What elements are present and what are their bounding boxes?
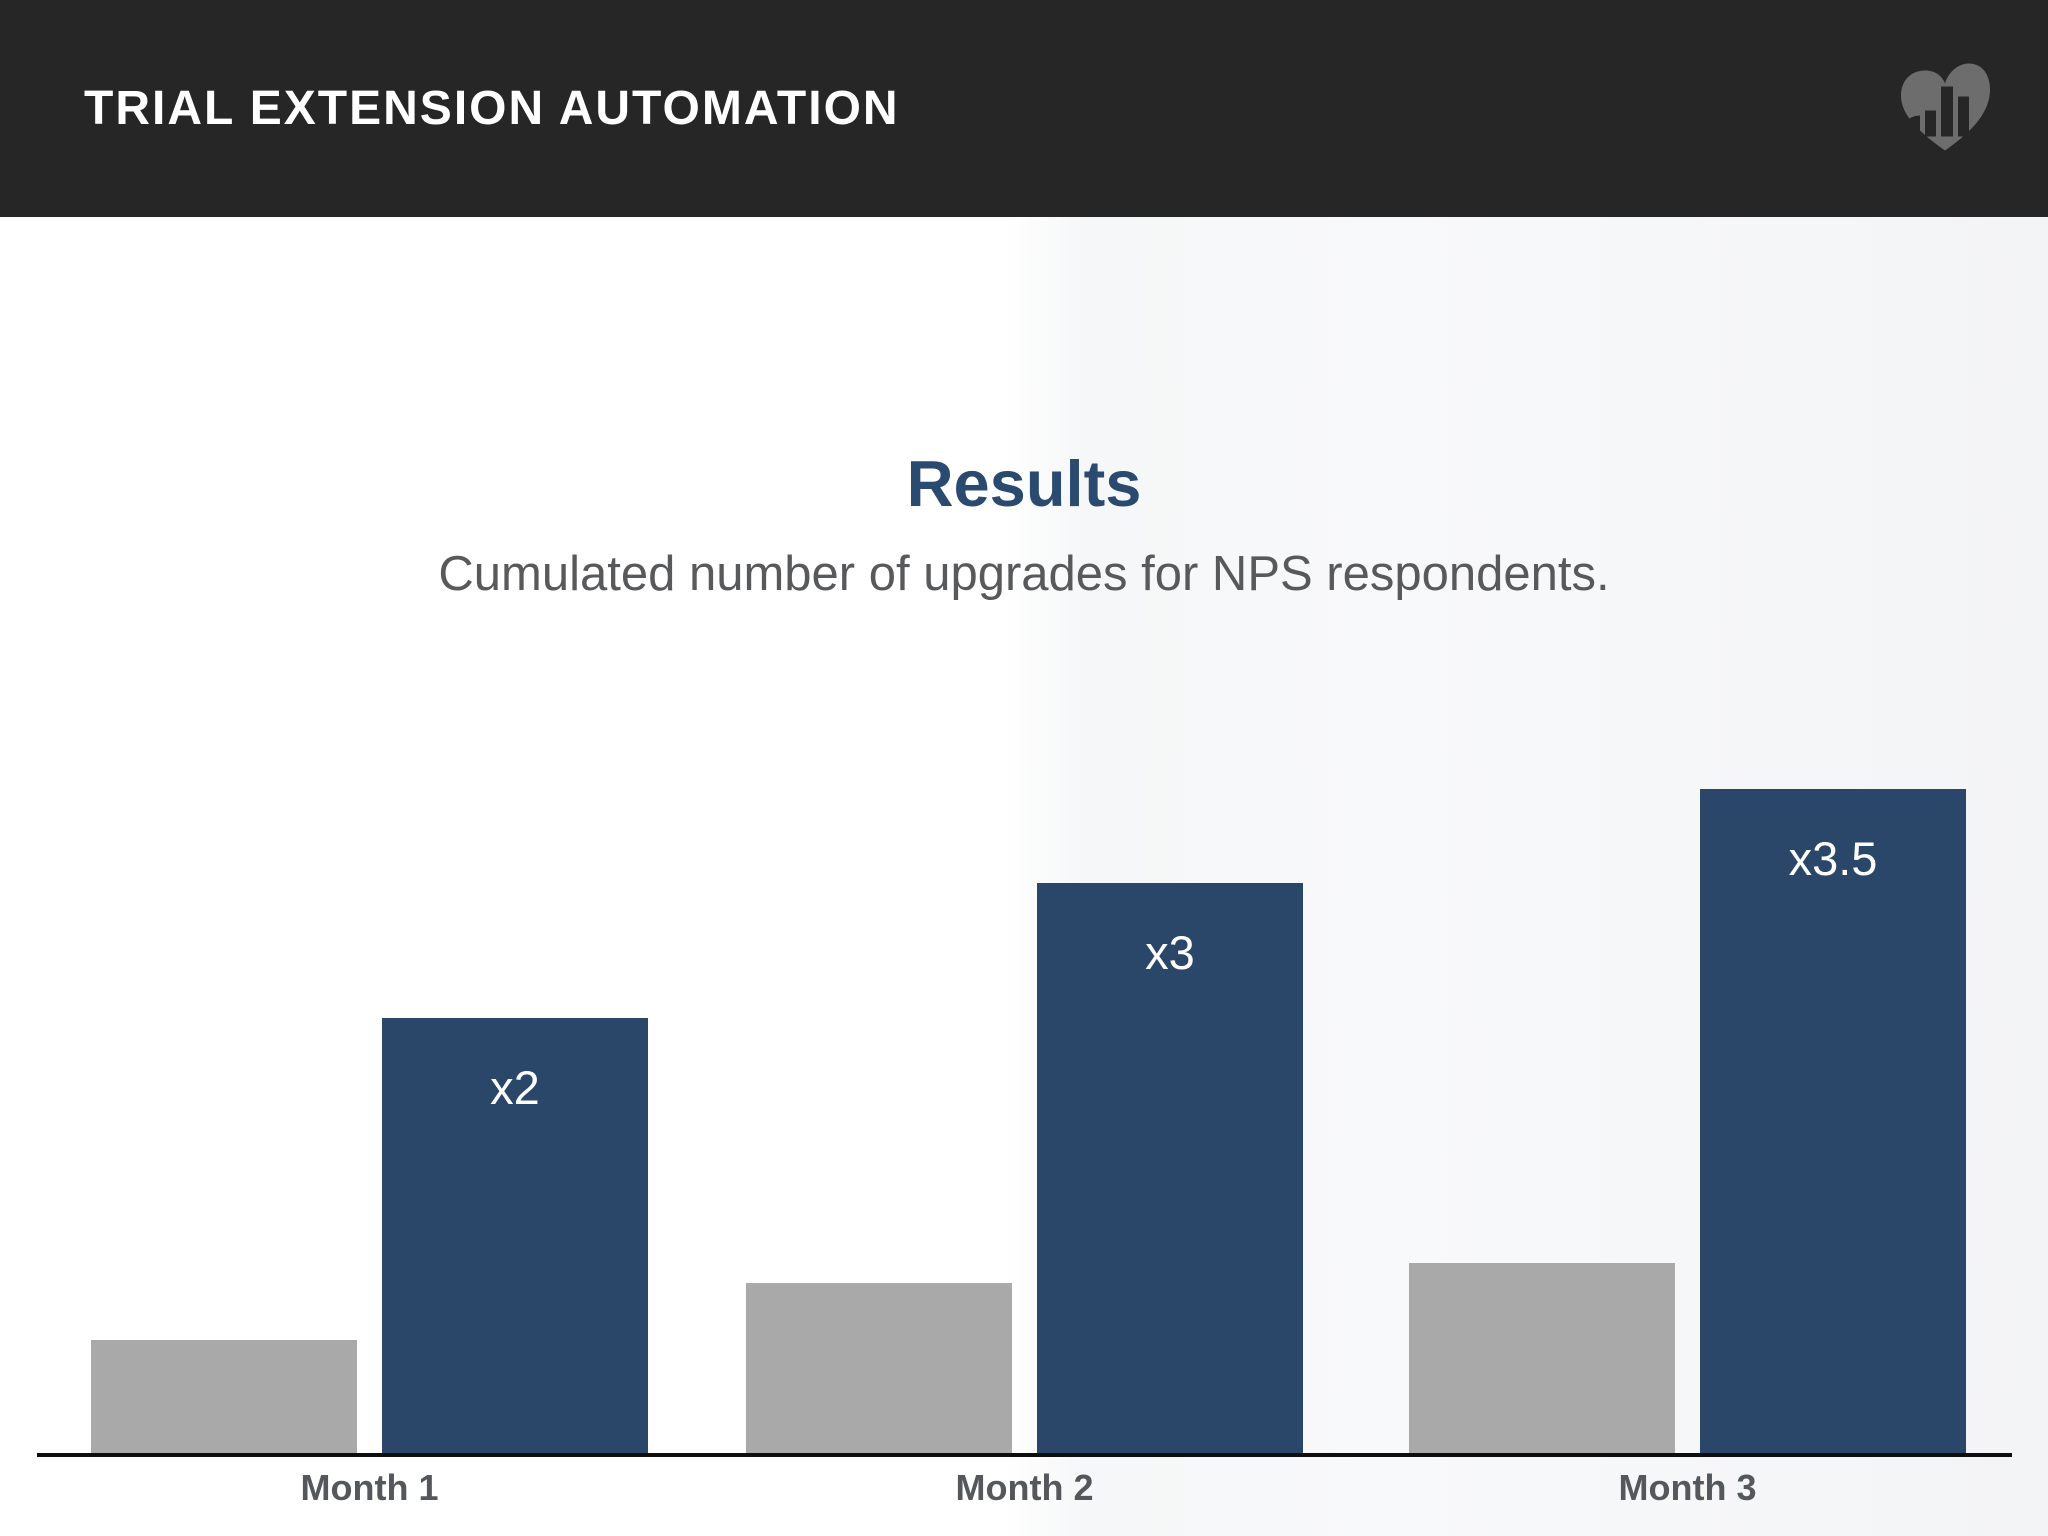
chart-title: Results bbox=[906, 447, 1142, 520]
chart-group-month-3: x3.5 Month 3 bbox=[1409, 789, 1966, 1508]
bar-chart: x2 Month 1 x3 Month 2 x3.5 Month 3 bbox=[37, 753, 2012, 1508]
bar-value-label: x2 bbox=[490, 1061, 540, 1114]
logo-bar-medium bbox=[1958, 96, 1969, 137]
bar-gray-month-3 bbox=[1409, 1263, 1675, 1453]
bar-navy-month-1: x2 bbox=[382, 1018, 648, 1453]
x-axis-label-month-2: Month 2 bbox=[955, 1467, 1094, 1508]
bar-gray-month-2 bbox=[746, 1283, 1012, 1453]
x-axis-label-month-3: Month 3 bbox=[1618, 1467, 1757, 1508]
logo-bar-tall bbox=[1941, 86, 1953, 137]
header-bar: TRIAL EXTENSION AUTOMATION bbox=[0, 0, 2048, 217]
chart-subtitle: Cumulated number of upgrades for NPS res… bbox=[438, 547, 1610, 601]
chart-group-month-2: x3 Month 2 bbox=[746, 883, 1303, 1508]
page-title: TRIAL EXTENSION AUTOMATION bbox=[84, 82, 900, 135]
bar-value-label: x3.5 bbox=[1788, 832, 1878, 885]
x-axis-line bbox=[37, 1453, 2012, 1457]
x-axis-label-month-1: Month 1 bbox=[300, 1467, 439, 1508]
heart-bar-chart-logo-icon bbox=[1899, 63, 1990, 151]
logo-bar-short bbox=[1925, 110, 1936, 137]
bar-navy-month-3: x3.5 bbox=[1700, 789, 1966, 1453]
logo-pie-wedge bbox=[1899, 115, 1920, 137]
bar-gray-month-1 bbox=[91, 1340, 357, 1453]
bar-navy-month-2: x3 bbox=[1037, 883, 1303, 1453]
chart-group-month-1: x2 Month 1 bbox=[91, 1018, 648, 1508]
bar-value-label: x3 bbox=[1145, 926, 1195, 979]
